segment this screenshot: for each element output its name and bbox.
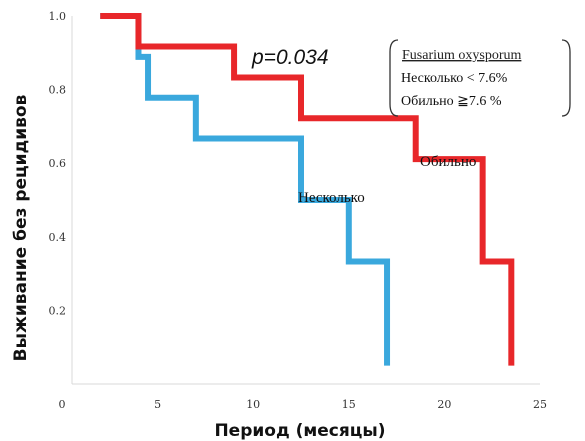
legend-title: Fusarium oxysporum	[402, 48, 522, 63]
plot-area	[71, 16, 540, 385]
p-value-annotation: p=0.034	[251, 46, 329, 69]
axis-ticks: 0 5 10 15 20 25 0.2 0.4 0.6 0.8 1.0	[49, 10, 548, 411]
x-tick-label: 15	[342, 398, 356, 411]
legend-row-neskolko: Несколько < 7.6%	[401, 71, 508, 86]
legend-right-bracket	[561, 39, 571, 117]
x-axis-title: Период (месяцы)	[214, 421, 385, 441]
series-layer	[100, 13, 515, 366]
series-line-neskolko	[100, 13, 391, 366]
y-tick-label: 0.4	[49, 231, 67, 244]
y-tick-label: 0.6	[49, 157, 67, 170]
x-tick-label: 5	[154, 398, 161, 411]
x-tick-label: 20	[437, 398, 451, 411]
x-tick-label: 25	[533, 398, 547, 411]
legend-row-obilno: Обильно ≧7.6 %	[401, 94, 502, 109]
series-label-obilno: Обильно	[420, 154, 476, 170]
y-axis-title: Выживание без рецидивов	[11, 94, 31, 361]
y-tick-label: 1.0	[49, 10, 67, 23]
y-tick-label: 0.8	[49, 84, 67, 97]
series-label-neskolko: Несколько	[298, 190, 365, 206]
x-tick-label: 0	[59, 398, 66, 411]
legend-box: Fusarium oxysporum Несколько < 7.6% Обил…	[389, 39, 571, 117]
legend-left-bracket	[389, 39, 399, 117]
series-line-obilno	[100, 13, 515, 366]
x-tick-label: 10	[246, 398, 260, 411]
y-tick-label: 0.2	[49, 304, 67, 317]
